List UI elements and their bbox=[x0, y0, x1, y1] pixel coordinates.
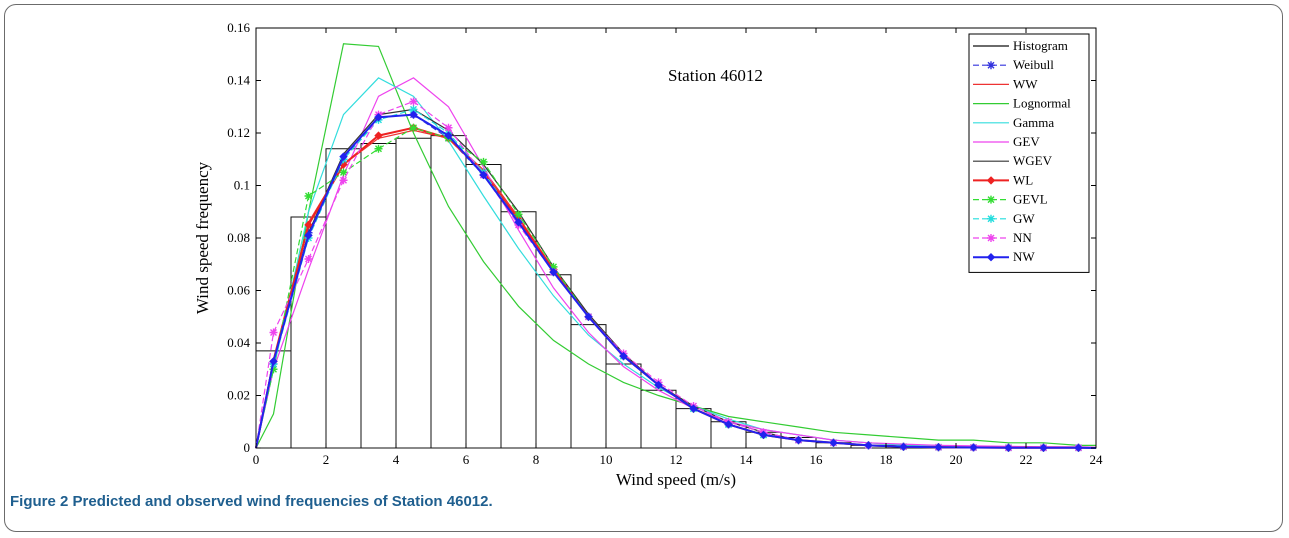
star-marker bbox=[987, 214, 995, 223]
diamond-marker bbox=[1039, 443, 1048, 452]
y-tick-label: 0.16 bbox=[227, 20, 250, 35]
diamond-marker bbox=[444, 131, 453, 140]
diamond-marker bbox=[514, 218, 523, 227]
diamond-marker bbox=[374, 131, 383, 140]
star-marker bbox=[514, 210, 523, 219]
diamond-marker bbox=[969, 443, 978, 452]
x-tick-label: 0 bbox=[253, 452, 260, 467]
star-marker bbox=[987, 195, 995, 204]
diamond-marker bbox=[339, 152, 348, 161]
diamond-marker bbox=[934, 443, 943, 452]
diamond-marker bbox=[759, 430, 768, 440]
y-axis-title: Wind speed frequency bbox=[193, 161, 212, 314]
caption-text: Predicted and observed wind frequencies … bbox=[68, 493, 493, 510]
legend-label: GW bbox=[1013, 211, 1035, 226]
legend-box bbox=[968, 33, 1090, 273]
star-marker bbox=[269, 365, 278, 374]
legend-label: WGEV bbox=[1013, 153, 1053, 168]
diamond-marker bbox=[1074, 443, 1083, 452]
y-tick-label: 0.12 bbox=[227, 125, 250, 140]
star-marker bbox=[409, 97, 418, 106]
x-tick-label: 18 bbox=[880, 452, 893, 467]
legend-label: Gamma bbox=[1013, 115, 1054, 130]
x-axis-title: Wind speed (m/s) bbox=[616, 470, 736, 489]
legend-label: Weibull bbox=[1013, 57, 1054, 72]
y-tick-label: 0.02 bbox=[227, 388, 250, 403]
series-line-nw bbox=[255, 113, 1097, 449]
diamond-marker bbox=[829, 438, 838, 447]
axis-layer: 0 2 4 6 8 10 12 14 16 18 20 22 2400.020.040.060.080.… bbox=[227, 20, 1103, 467]
legend: Histogram Weibull WW Lognormal Gamma GEV WGEV W… bbox=[968, 33, 1090, 273]
star-marker bbox=[987, 61, 995, 70]
legend-label: NN bbox=[1013, 230, 1032, 245]
legend-label: NW bbox=[1013, 249, 1035, 264]
star-marker bbox=[339, 168, 348, 177]
y-tick-label: 0.14 bbox=[227, 73, 250, 88]
diamond-marker bbox=[1004, 443, 1013, 452]
x-tick-label: 22 bbox=[1020, 452, 1033, 467]
diamond-marker bbox=[479, 170, 488, 180]
y-tick-label: 0 bbox=[244, 440, 251, 455]
diamond-marker bbox=[619, 351, 628, 361]
diamond-marker bbox=[304, 231, 313, 240]
star-marker bbox=[304, 255, 313, 263]
x-tick-label: 2 bbox=[323, 452, 330, 467]
diamond-marker bbox=[654, 380, 663, 390]
y-tick-label: 0.08 bbox=[227, 230, 250, 245]
star-marker bbox=[409, 105, 418, 114]
x-tick-label: 10 bbox=[600, 452, 613, 467]
y-tick-label: 0.1 bbox=[234, 178, 250, 193]
star-marker bbox=[444, 123, 453, 132]
star-marker bbox=[374, 144, 383, 153]
legend-label: GEVL bbox=[1013, 192, 1048, 207]
diamond-marker bbox=[689, 404, 698, 413]
diamond-marker bbox=[269, 357, 278, 366]
legend-label: WL bbox=[1013, 172, 1033, 187]
star-marker bbox=[409, 123, 418, 132]
legend-label: Histogram bbox=[1013, 38, 1068, 53]
diamond-marker bbox=[304, 220, 313, 230]
x-tick-label: 16 bbox=[810, 452, 824, 467]
star-marker bbox=[339, 176, 348, 185]
star-marker bbox=[269, 328, 278, 337]
star-marker bbox=[549, 262, 558, 271]
legend-label: GEV bbox=[1013, 134, 1040, 149]
figure-caption: Figure 2 Predicted and observed wind fre… bbox=[10, 493, 493, 510]
series-line-gev bbox=[255, 77, 1097, 449]
y-tick-label: 0.06 bbox=[227, 283, 250, 298]
diamond-marker bbox=[409, 110, 418, 119]
series-line-lognormal bbox=[255, 43, 1096, 449]
diamond-marker bbox=[986, 252, 996, 262]
star-marker bbox=[987, 234, 995, 242]
x-tick-label: 20 bbox=[950, 452, 963, 467]
legend-label: Lognormal bbox=[1013, 96, 1071, 111]
diamond-marker bbox=[864, 441, 873, 450]
x-tick-label: 8 bbox=[533, 452, 540, 467]
diamond-marker bbox=[986, 176, 996, 185]
star-marker bbox=[304, 192, 313, 200]
diamond-marker bbox=[549, 267, 558, 277]
diamond-marker bbox=[899, 442, 908, 451]
diamond-marker bbox=[584, 312, 593, 321]
caption-label: Figure 2 bbox=[10, 493, 69, 510]
x-tick-label: 12 bbox=[670, 452, 683, 467]
station-annotation: Station 46012 bbox=[668, 66, 763, 85]
series-layer bbox=[255, 43, 1097, 452]
diamond-marker bbox=[374, 113, 383, 122]
star-marker bbox=[479, 157, 488, 166]
x-tick-label: 6 bbox=[463, 452, 470, 467]
y-tick-label: 0.04 bbox=[227, 335, 250, 350]
legend-label: WW bbox=[1013, 76, 1038, 91]
x-tick-label: 24 bbox=[1090, 452, 1104, 467]
diamond-marker bbox=[794, 435, 803, 445]
x-tick-label: 4 bbox=[393, 452, 400, 467]
x-tick-label: 14 bbox=[740, 452, 754, 467]
diamond-marker bbox=[724, 420, 733, 429]
